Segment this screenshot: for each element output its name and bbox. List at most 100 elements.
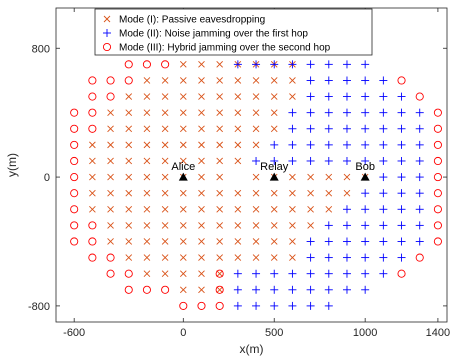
- data-point: [288, 124, 297, 133]
- data-point: [215, 285, 224, 294]
- data-point: [125, 109, 133, 116]
- data-point: [270, 222, 278, 229]
- data-point: [161, 285, 170, 294]
- data-point: [179, 222, 187, 229]
- data-point: [107, 173, 114, 181]
- data-point: [306, 140, 315, 149]
- data-point: [234, 141, 242, 149]
- data-point: [179, 109, 187, 116]
- data-point: [198, 125, 205, 133]
- data-point: [270, 109, 278, 116]
- x-tick-label: 500: [265, 327, 283, 339]
- data-point: [216, 286, 223, 294]
- data-point: [125, 125, 133, 133]
- data-point: [324, 60, 333, 69]
- data-point: [234, 254, 242, 261]
- data-point: [216, 125, 223, 133]
- data-point: [433, 189, 442, 198]
- data-point: [270, 77, 278, 84]
- legend: Mode (I): Passive eavesdropping Mode (II)…: [94, 8, 373, 56]
- node-marker: [178, 172, 188, 181]
- data-point: [307, 205, 314, 213]
- data-point: [179, 189, 187, 197]
- data-point: [234, 205, 242, 213]
- data-point: [433, 221, 442, 230]
- data-point: [216, 173, 223, 181]
- data-point: [324, 269, 333, 278]
- data-point: [306, 269, 315, 278]
- data-point: [216, 141, 223, 149]
- data-point: [361, 221, 370, 230]
- data-point: [252, 141, 260, 149]
- data-point: [397, 92, 406, 101]
- data-point: [288, 156, 297, 165]
- legend-entry: Mode (I): Passive eavesdropping: [119, 15, 265, 26]
- data-point: [415, 237, 424, 246]
- data-point: [307, 189, 314, 197]
- data-point: [361, 124, 370, 133]
- data-point: [252, 189, 260, 197]
- data-point: [397, 269, 406, 278]
- data-point: [216, 77, 223, 84]
- data-point: [179, 254, 187, 261]
- data-point: [324, 92, 333, 101]
- data-point: [143, 77, 151, 84]
- data-point: [125, 93, 133, 100]
- data-point: [397, 108, 406, 117]
- x-axis-label: x(m): [240, 342, 264, 356]
- data-point: [143, 125, 151, 133]
- data-point: [216, 270, 223, 278]
- data-point: [198, 270, 205, 278]
- data-point: [252, 285, 261, 294]
- data-point: [198, 238, 205, 245]
- data-point: [324, 108, 333, 117]
- data-point: [270, 125, 278, 133]
- data-point: [397, 76, 406, 85]
- data-point: [125, 173, 133, 181]
- data-point: [106, 92, 115, 101]
- data-point: [70, 173, 79, 182]
- data-point: [342, 205, 351, 214]
- data-point: [161, 238, 169, 245]
- data-point: [216, 109, 223, 116]
- data-point: [88, 76, 97, 85]
- data-point: [270, 60, 279, 69]
- data-point: [233, 269, 242, 278]
- data-point: [433, 173, 442, 182]
- data-point: [325, 205, 333, 213]
- data-point: [161, 141, 169, 149]
- data-point: [198, 222, 205, 229]
- data-point: [397, 124, 406, 133]
- data-point: [415, 156, 424, 165]
- data-point: [252, 77, 260, 84]
- data-point: [88, 124, 97, 133]
- data-point: [361, 140, 370, 149]
- data-point: [234, 238, 242, 245]
- data-point: [179, 141, 187, 149]
- data-point: [216, 254, 223, 261]
- data-point: [415, 124, 424, 133]
- data-point: [379, 221, 388, 230]
- data-point: [70, 221, 79, 230]
- data-point: [324, 156, 333, 165]
- data-point: [270, 93, 278, 100]
- data-point: [124, 269, 133, 278]
- data-point: [179, 61, 187, 68]
- data-point: [379, 173, 388, 182]
- data-point: [288, 269, 297, 278]
- data-point: [216, 157, 223, 165]
- data-point: [106, 269, 115, 278]
- data-point: [288, 140, 297, 149]
- data-point: [107, 238, 114, 245]
- legend-marker: [102, 42, 112, 52]
- data-point: [125, 222, 133, 229]
- y-tick-label: 800: [32, 43, 50, 55]
- x-tick-label: -600: [63, 327, 85, 339]
- data-point: [324, 124, 333, 133]
- data-point: [433, 237, 442, 246]
- data-point: [124, 76, 133, 85]
- data-point: [379, 205, 388, 214]
- data-point: [379, 269, 388, 278]
- data-point: [124, 285, 133, 294]
- data-point: [143, 173, 151, 181]
